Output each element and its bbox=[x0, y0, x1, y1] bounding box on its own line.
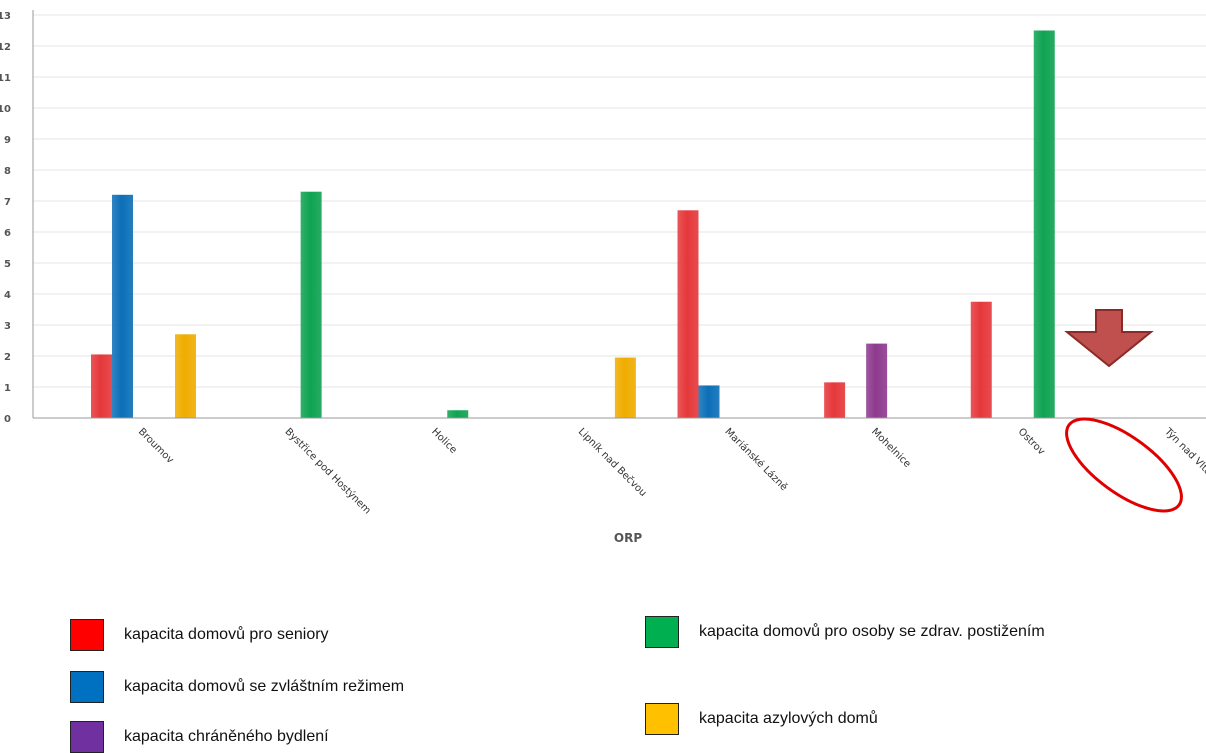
x-tick-label: Mariánské Lázně bbox=[722, 426, 790, 494]
legend-swatch bbox=[645, 616, 679, 648]
legend-label: kapacita domovů se zvláštním režimem bbox=[124, 678, 405, 695]
bar bbox=[970, 301, 992, 418]
legend-swatch bbox=[645, 703, 679, 735]
legend-item-seniors: kapacita domovů pro seniory bbox=[70, 619, 329, 651]
bar bbox=[824, 382, 846, 418]
y-tick-label: 5 bbox=[4, 259, 11, 270]
down-arrow-annotation bbox=[1064, 309, 1154, 368]
legend-label: kapacita chráněného bydlení bbox=[124, 728, 329, 745]
bar bbox=[614, 357, 636, 418]
bar bbox=[91, 354, 112, 418]
y-tick-label: 0 bbox=[4, 414, 11, 425]
y-tick-label: 12 bbox=[0, 42, 11, 53]
bar bbox=[677, 210, 699, 418]
bar bbox=[175, 334, 196, 418]
y-tick-label: 8 bbox=[4, 166, 11, 177]
highlight-ellipse-annotation bbox=[1065, 417, 1183, 513]
legend-item-special-regime: kapacita domovů se zvláštním režimem bbox=[70, 671, 404, 703]
y-tick-label: 3 bbox=[4, 321, 11, 332]
legend-swatch bbox=[70, 671, 104, 703]
bar bbox=[447, 410, 469, 418]
x-tick-label: Bystřice pod Hostýnem bbox=[283, 426, 374, 517]
x-tick-label: Ostrov bbox=[1016, 426, 1047, 457]
y-tick-label: 2 bbox=[4, 352, 11, 363]
y-tick-label: 1 bbox=[4, 383, 11, 394]
y-tick-label: 13 bbox=[0, 11, 11, 22]
legend-label: kapacita domovů pro osoby se zdrav. post… bbox=[699, 623, 1045, 640]
y-tick-label: 11 bbox=[0, 73, 11, 84]
legend-label: kapacita azylových domů bbox=[699, 710, 878, 727]
bar bbox=[866, 343, 888, 418]
x-tick-label: Mohelnice bbox=[869, 426, 913, 470]
y-tick-label: 9 bbox=[4, 135, 11, 146]
bars bbox=[91, 30, 1055, 418]
x-tick-label: Holice bbox=[429, 426, 459, 456]
x-tick-label: Týn nad Vltavou bbox=[1162, 425, 1206, 491]
bar bbox=[698, 385, 720, 418]
legend-swatch bbox=[70, 721, 104, 753]
legend-swatch bbox=[70, 619, 104, 651]
bar bbox=[300, 191, 322, 418]
x-axis-tick-labels: Broumov Bystřice pod Hostýnem Holice Lipník… bbox=[136, 425, 1206, 517]
bar bbox=[1033, 30, 1055, 418]
y-tick-label: 6 bbox=[4, 228, 11, 239]
bar bbox=[112, 194, 133, 418]
legend-item-sheltered-housing: kapacita chráněného bydlení bbox=[70, 721, 329, 753]
grid-lines bbox=[33, 14, 1206, 388]
x-tick-label: Lipník nad Bečvou bbox=[576, 426, 649, 499]
x-axis-title: ORP bbox=[614, 531, 642, 545]
x-tick-label: Broumov bbox=[136, 426, 176, 466]
y-tick-label: 7 bbox=[4, 197, 11, 208]
legend-item-disabled-persons: kapacita domovů pro osoby se zdrav. post… bbox=[645, 616, 1149, 648]
y-tick-label: 10 bbox=[0, 104, 11, 115]
y-tick-label: 4 bbox=[4, 290, 11, 301]
legend-item-asylum-houses: kapacita azylových domů bbox=[645, 703, 878, 735]
legend-label: kapacita domovů pro seniory bbox=[124, 626, 329, 643]
axes bbox=[32, 10, 1206, 419]
